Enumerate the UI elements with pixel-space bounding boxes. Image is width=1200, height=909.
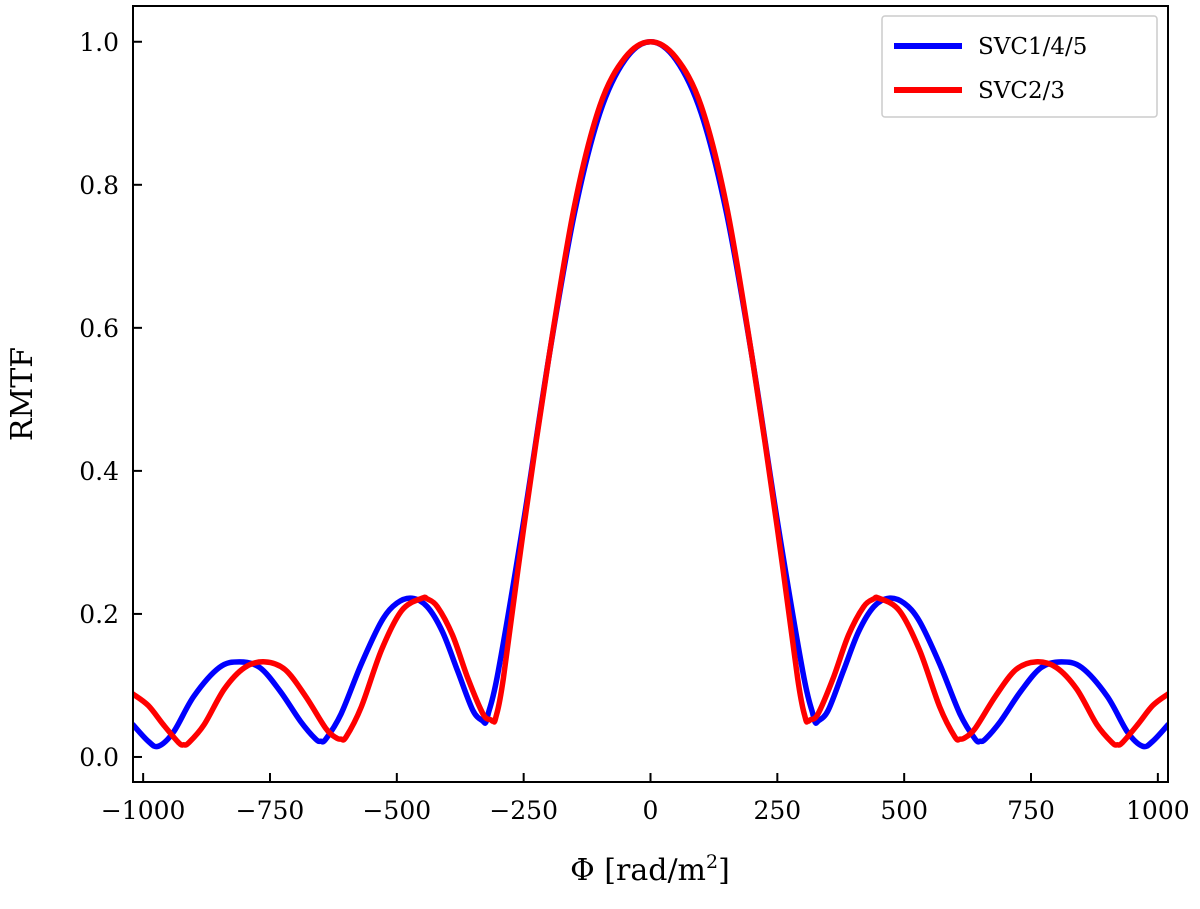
y-tick-label: 1.0 xyxy=(79,28,119,57)
y-axis-title: RMTF xyxy=(5,347,40,441)
y-tick-label: 0.4 xyxy=(79,457,119,486)
series-line-svc23 xyxy=(133,39,1168,748)
x-axis-title-end: ] xyxy=(718,853,730,888)
x-tick-label: 1000 xyxy=(1126,796,1190,825)
x-axis-title-main: Φ [rad/m xyxy=(570,853,706,888)
legend-label-svc145: SVC1/4/5 xyxy=(978,34,1087,60)
x-axis-title: Φ [rad/m2] xyxy=(570,851,730,888)
x-tick-label: −500 xyxy=(362,796,431,825)
x-tick-label: −750 xyxy=(236,796,305,825)
y-tick-label: 0.2 xyxy=(79,600,119,629)
x-tick-label: 250 xyxy=(753,796,801,825)
series-line-svc145 xyxy=(133,39,1168,750)
y-tick-label: 0.6 xyxy=(79,314,119,343)
y-axis-ticks: 0.0 0.2 0.4 0.6 0.8 1.0 xyxy=(79,28,142,772)
y-tick-label: 0.8 xyxy=(79,171,119,200)
plot-frame xyxy=(132,5,1169,783)
y-tick-label: 0.0 xyxy=(79,743,119,772)
series-layer xyxy=(133,39,1168,750)
plot-area: −1000 −750 −500 −250 0 250 500 750 1000 0.00.20.… xyxy=(79,5,1190,825)
x-axis-title-superscript: 2 xyxy=(706,851,718,873)
x-tick-label: −250 xyxy=(489,796,558,825)
legend: SVC1/4/5 SVC2/3 xyxy=(881,15,1158,118)
legend-label-svc23: SVC2/3 xyxy=(978,78,1065,104)
x-tick-label: 0 xyxy=(643,796,659,825)
x-tick-label: −1000 xyxy=(101,796,186,825)
x-tick-label: 750 xyxy=(1007,796,1055,825)
x-axis-ticks: −1000 −750 −500 −250 0 250 500 750 1000 xyxy=(101,773,1190,825)
x-tick-label: 500 xyxy=(880,796,928,825)
